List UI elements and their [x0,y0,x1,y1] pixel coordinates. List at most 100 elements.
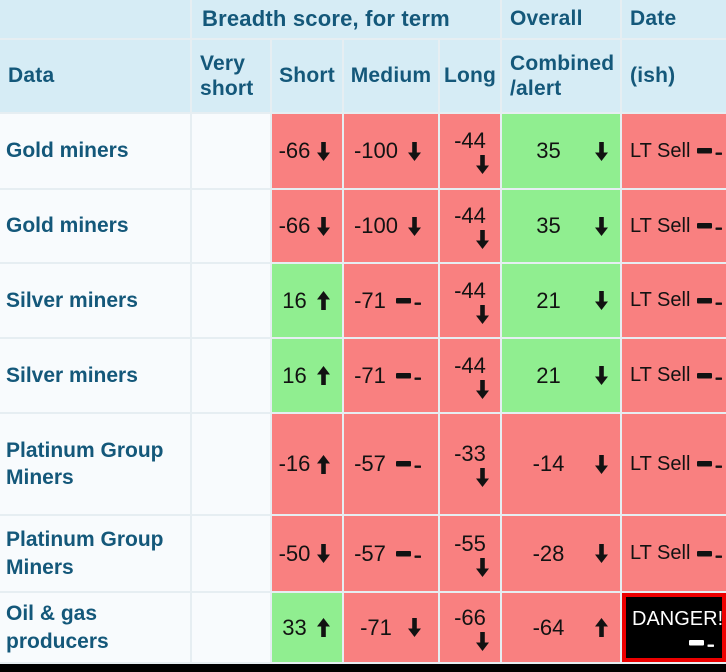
header-overall: Overall [502,0,622,40]
cell-date: DANGER! [622,593,726,664]
up-arrow-icon [595,618,608,637]
cell-value: -71 [354,287,386,313]
row-label: Silver miners [0,339,192,414]
cell-value: -14 [532,451,565,476]
cell-value: -66 [278,213,311,238]
header-spacer [0,0,192,40]
cell-long: -66 [440,593,502,664]
cell-date: LT Sell [622,190,726,264]
cell-short: -66 [272,114,344,190]
cell-value: -71 [360,614,392,640]
cell-medium: -71 [344,339,440,414]
flat-dash-icon [689,637,714,649]
cell-value: -64 [532,614,565,640]
cell-value: 35 [536,138,561,163]
cell-value: -66 [278,138,311,163]
down-arrow-icon [595,366,608,385]
cell-very-short [192,593,272,664]
cell-combined: 35 [502,114,622,190]
flat-dash-icon [697,458,723,470]
cell-value: 16 [282,362,307,388]
cell-combined: -64 [502,593,622,664]
down-arrow-icon [595,454,608,474]
cell-value: 16 [282,287,307,313]
down-arrow-icon [475,304,489,324]
down-arrow-icon [317,544,330,563]
cell-medium: -100 [344,114,440,190]
cell-value: -57 [354,451,386,476]
flat-dash-icon [697,548,723,560]
flat-dash-icon [396,548,421,560]
cell-combined: 21 [502,339,622,414]
cell-value: -44 [454,352,486,378]
cell-value: 21 [536,287,561,313]
cell-very-short [192,190,272,264]
cell-value: -66 [454,604,486,630]
row-label: Gold miners [0,190,192,264]
down-arrow-icon [317,141,330,161]
column-header-data: Data [0,40,192,114]
cell-long: -44 [440,264,502,339]
cell-value: LT Sell [630,452,691,475]
column-header-combined-alert: Combined /alert [502,40,622,114]
cell-short: 16 [272,339,344,414]
column-header-very-short: Very short [192,40,272,114]
cell-value: 35 [536,213,561,238]
row-label: Silver miners [0,264,192,339]
cell-date: LT Sell [622,516,726,593]
flat-dash-icon [396,458,421,470]
cell-date: LT Sell [622,339,726,414]
cell-medium: -57 [344,414,440,516]
cell-date: LT Sell [622,414,726,516]
flat-dash-icon [396,370,421,382]
down-arrow-icon [408,618,421,637]
row-label: Oil & gas producers [0,593,192,664]
up-arrow-icon [317,366,330,385]
down-arrow-icon [317,216,330,236]
cell-very-short [192,414,272,516]
down-arrow-icon [475,230,489,249]
cell-value: -57 [354,540,386,566]
cell-value: -33 [454,441,486,466]
down-arrow-icon [475,468,489,487]
cell-value: -44 [454,277,486,303]
cell-value: -44 [454,128,486,153]
cell-long: -33 [440,414,502,516]
row-label: Platinum Group Miners [0,516,192,593]
row-label: Platinum Group Miners [0,414,192,516]
down-arrow-icon [595,544,608,563]
cell-medium: -57 [344,516,440,593]
up-arrow-icon [317,618,330,637]
header-group-breadth-score: Breadth score, for term [192,0,502,40]
down-arrow-icon [475,557,489,577]
cell-value: -16 [278,451,311,476]
table-bottom-border [0,664,726,672]
cell-combined: 35 [502,190,622,264]
down-arrow-icon [595,216,608,236]
cell-long: -44 [440,114,502,190]
column-header-medium: Medium [344,40,440,114]
cell-short: 16 [272,264,344,339]
cell-medium: -100 [344,190,440,264]
down-arrow-icon [475,379,489,399]
header-date: Date [622,0,726,40]
cell-date: LT Sell [622,114,726,190]
up-arrow-icon [317,291,330,310]
down-arrow-icon [408,216,421,236]
cell-value: -100 [353,213,399,238]
flat-dash-icon [697,370,723,382]
cell-very-short [192,339,272,414]
cell-very-short [192,264,272,339]
cell-combined: 21 [502,264,622,339]
cell-short: -16 [272,414,344,516]
cell-very-short [192,114,272,190]
cell-short: -50 [272,516,344,593]
flat-dash-icon [697,220,723,232]
cell-value: LT Sell [630,364,691,386]
cell-value: LT Sell [630,542,691,564]
cell-medium: -71 [344,264,440,339]
down-arrow-icon [475,631,489,651]
cell-value: LT Sell [630,289,691,311]
